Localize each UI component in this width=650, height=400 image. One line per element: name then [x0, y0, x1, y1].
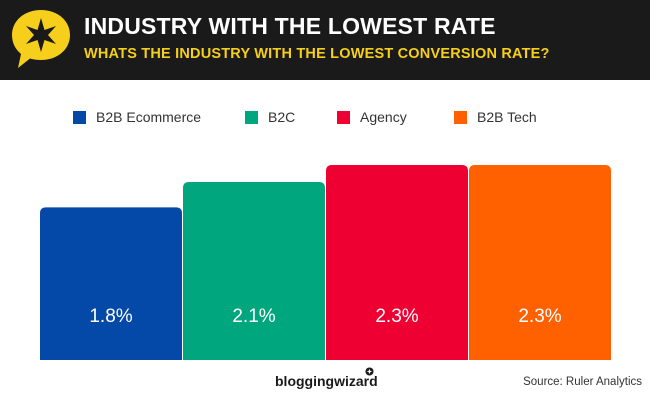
legend-item-b2c: B2C [245, 106, 295, 128]
bar-b2b-ecommerce [40, 207, 182, 360]
legend-swatch-b2b-ecommerce [73, 110, 86, 124]
data-label-agency: 2.3% [375, 306, 418, 327]
legend-swatch-b2c [245, 110, 258, 124]
page-title: INDUSTRY WITH THE LOWEST RATE [84, 13, 496, 39]
star-speech-bubble-icon [12, 10, 70, 68]
legend-swatch-agency [337, 110, 350, 124]
logo-spark-icon [365, 367, 374, 376]
chart-legend: B2B Ecommerce B2C Agency B2B Tech [0, 106, 650, 128]
header-banner: INDUSTRY WITH THE LOWEST RATE WHATS THE … [0, 0, 650, 80]
bar-b2c [183, 181, 325, 360]
legend-item-b2b-tech: B2B Tech [454, 106, 537, 128]
bar-agency [326, 165, 468, 360]
page-subtitle: WHATS THE INDUSTRY WITH THE LOWEST CONVE… [84, 46, 550, 62]
source-credit: Source: Ruler Analytics [523, 376, 642, 388]
legend-label-b2b-tech: B2B Tech [477, 109, 537, 125]
legend-item-agency: Agency [337, 106, 407, 128]
legend-label-b2c: B2C [268, 109, 296, 125]
legend-swatch-b2b-tech [454, 110, 467, 124]
bar-b2b-tech [469, 165, 611, 360]
legend-item-b2b-ecommerce: B2B Ecommerce [73, 106, 201, 128]
legend-label-agency: Agency [360, 109, 407, 125]
legend-label-b2b-ecommerce: B2B Ecommerce [96, 109, 202, 125]
data-label-b2b-ecommerce: 1.8% [89, 306, 132, 327]
data-label-b2c: 2.1% [232, 306, 275, 327]
data-label-b2b-tech: 2.3% [518, 306, 561, 327]
bloggingwizard-logo: bloggingwizard [275, 373, 378, 389]
